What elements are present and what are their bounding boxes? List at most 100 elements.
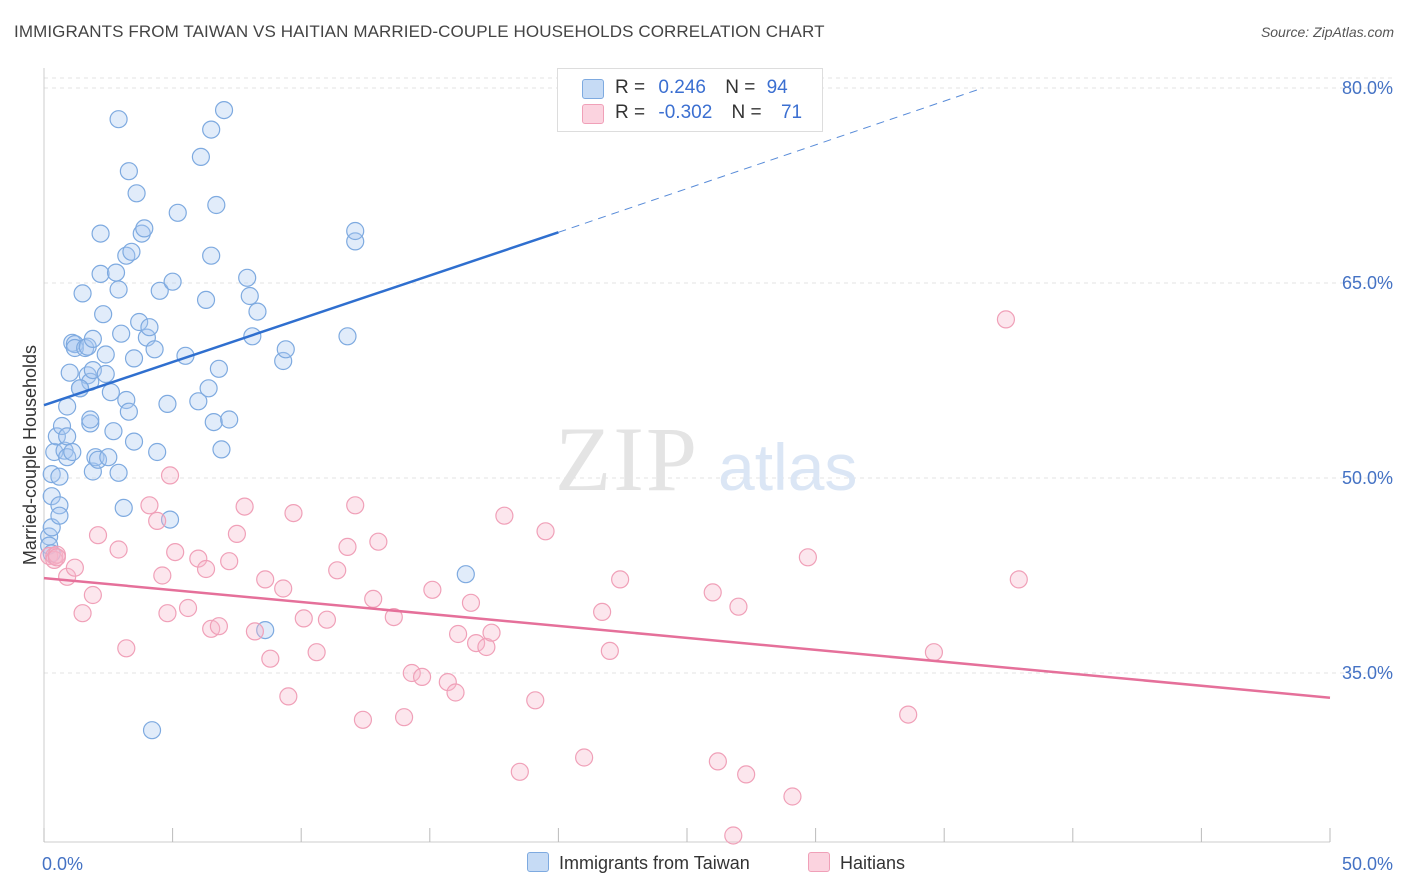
point-haitian	[783, 787, 802, 806]
point-haitian	[423, 580, 442, 599]
bottom-legend-haitians: Haitians	[808, 852, 905, 874]
point-taiwan	[58, 427, 77, 446]
point-haitian	[369, 532, 388, 551]
point-taiwan	[140, 318, 159, 337]
point-haitian	[708, 752, 727, 771]
legend-n-value: 94	[766, 77, 788, 98]
point-taiwan	[124, 349, 144, 368]
point-taiwan	[114, 498, 133, 517]
point-haitian	[140, 496, 159, 515]
point-taiwan	[86, 448, 105, 467]
series-taiwan	[40, 100, 475, 740]
point-haitian	[703, 583, 722, 602]
point-haitian	[996, 310, 1016, 329]
y-tick-label: 50.0%	[1342, 468, 1393, 488]
point-haitian	[924, 643, 944, 662]
point-taiwan	[209, 359, 228, 378]
trendline-taiwan	[43, 231, 559, 407]
point-taiwan	[109, 463, 128, 482]
point-haitian	[196, 559, 216, 579]
watermark: ZIP atlas	[555, 408, 857, 510]
point-taiwan	[240, 286, 259, 306]
point-haitian	[384, 607, 403, 627]
point-haitian	[88, 526, 108, 545]
point-taiwan	[119, 402, 138, 421]
point-haitian	[611, 570, 630, 589]
point-taiwan	[109, 110, 128, 129]
legend-r-value: -0.302	[658, 102, 713, 123]
bottom-legend-swatch-haitians	[808, 852, 830, 872]
point-haitian	[412, 667, 432, 687]
x-tick-label: 0.0%	[42, 854, 83, 874]
point-taiwan	[191, 147, 210, 166]
point-haitian	[394, 708, 414, 727]
point-taiwan	[189, 392, 208, 411]
watermark-atlas: atlas	[718, 430, 857, 504]
point-taiwan	[163, 272, 182, 291]
point-taiwan	[73, 284, 92, 303]
point-taiwan	[199, 379, 218, 398]
point-haitian	[482, 623, 501, 642]
point-taiwan	[346, 232, 365, 251]
point-taiwan	[168, 203, 187, 222]
point-taiwan	[145, 340, 164, 359]
point-taiwan	[52, 416, 72, 436]
point-haitian	[279, 687, 298, 706]
point-taiwan	[148, 442, 167, 462]
legend-r-label: R =	[615, 77, 646, 98]
point-taiwan	[212, 440, 231, 459]
point-taiwan	[150, 281, 169, 300]
point-taiwan	[122, 242, 141, 261]
point-taiwan	[204, 413, 223, 432]
bottom-legend-taiwan: Immigrants from Taiwan	[527, 852, 750, 874]
point-haitian	[256, 570, 275, 589]
point-taiwan	[124, 432, 144, 451]
point-haitian	[220, 552, 239, 571]
point-taiwan	[60, 363, 79, 382]
point-taiwan	[214, 100, 234, 120]
point-taiwan	[142, 721, 162, 740]
legend-r-value: 0.246	[658, 77, 706, 98]
point-haitian	[461, 593, 481, 612]
point-taiwan	[346, 221, 365, 241]
point-haitian	[73, 604, 92, 623]
y-axis-title: Married-couple Households	[20, 345, 40, 565]
point-taiwan	[81, 410, 100, 429]
point-taiwan	[88, 450, 108, 469]
legend-n-label: N =	[731, 102, 762, 123]
y-tick-label: 65.0%	[1342, 273, 1393, 293]
point-haitian	[160, 466, 180, 485]
bottom-legend-swatch-taiwan	[527, 852, 549, 872]
point-haitian	[899, 705, 918, 724]
bottom-legend-label-taiwan: Immigrants from Taiwan	[559, 853, 750, 873]
point-taiwan	[338, 327, 357, 346]
point-haitian	[227, 524, 246, 544]
point-taiwan	[63, 442, 82, 462]
point-haitian	[737, 765, 756, 784]
point-haitian	[338, 537, 357, 557]
point-taiwan	[130, 312, 149, 332]
point-taiwan	[104, 422, 123, 441]
point-taiwan	[112, 324, 131, 343]
point-haitian	[83, 585, 102, 605]
point-haitian	[477, 637, 496, 657]
point-haitian	[109, 540, 128, 559]
legend-n-value: 71	[780, 102, 803, 123]
point-haitian	[294, 609, 313, 628]
point-haitian	[593, 602, 612, 622]
point-haitian	[307, 643, 326, 662]
bottom-legend-label-haitians: Haitians	[840, 853, 906, 873]
point-haitian	[153, 566, 172, 585]
point-taiwan	[47, 427, 66, 446]
point-taiwan	[50, 506, 69, 525]
point-haitian	[798, 548, 817, 567]
point-taiwan	[50, 496, 69, 515]
point-taiwan	[83, 329, 102, 348]
point-taiwan	[135, 219, 154, 238]
point-taiwan	[127, 184, 146, 203]
point-taiwan	[83, 462, 102, 481]
point-haitian	[353, 710, 373, 729]
x-tick-labels: 0.0% 50.0%	[42, 854, 1393, 874]
point-taiwan	[91, 224, 110, 243]
point-taiwan	[101, 383, 120, 402]
